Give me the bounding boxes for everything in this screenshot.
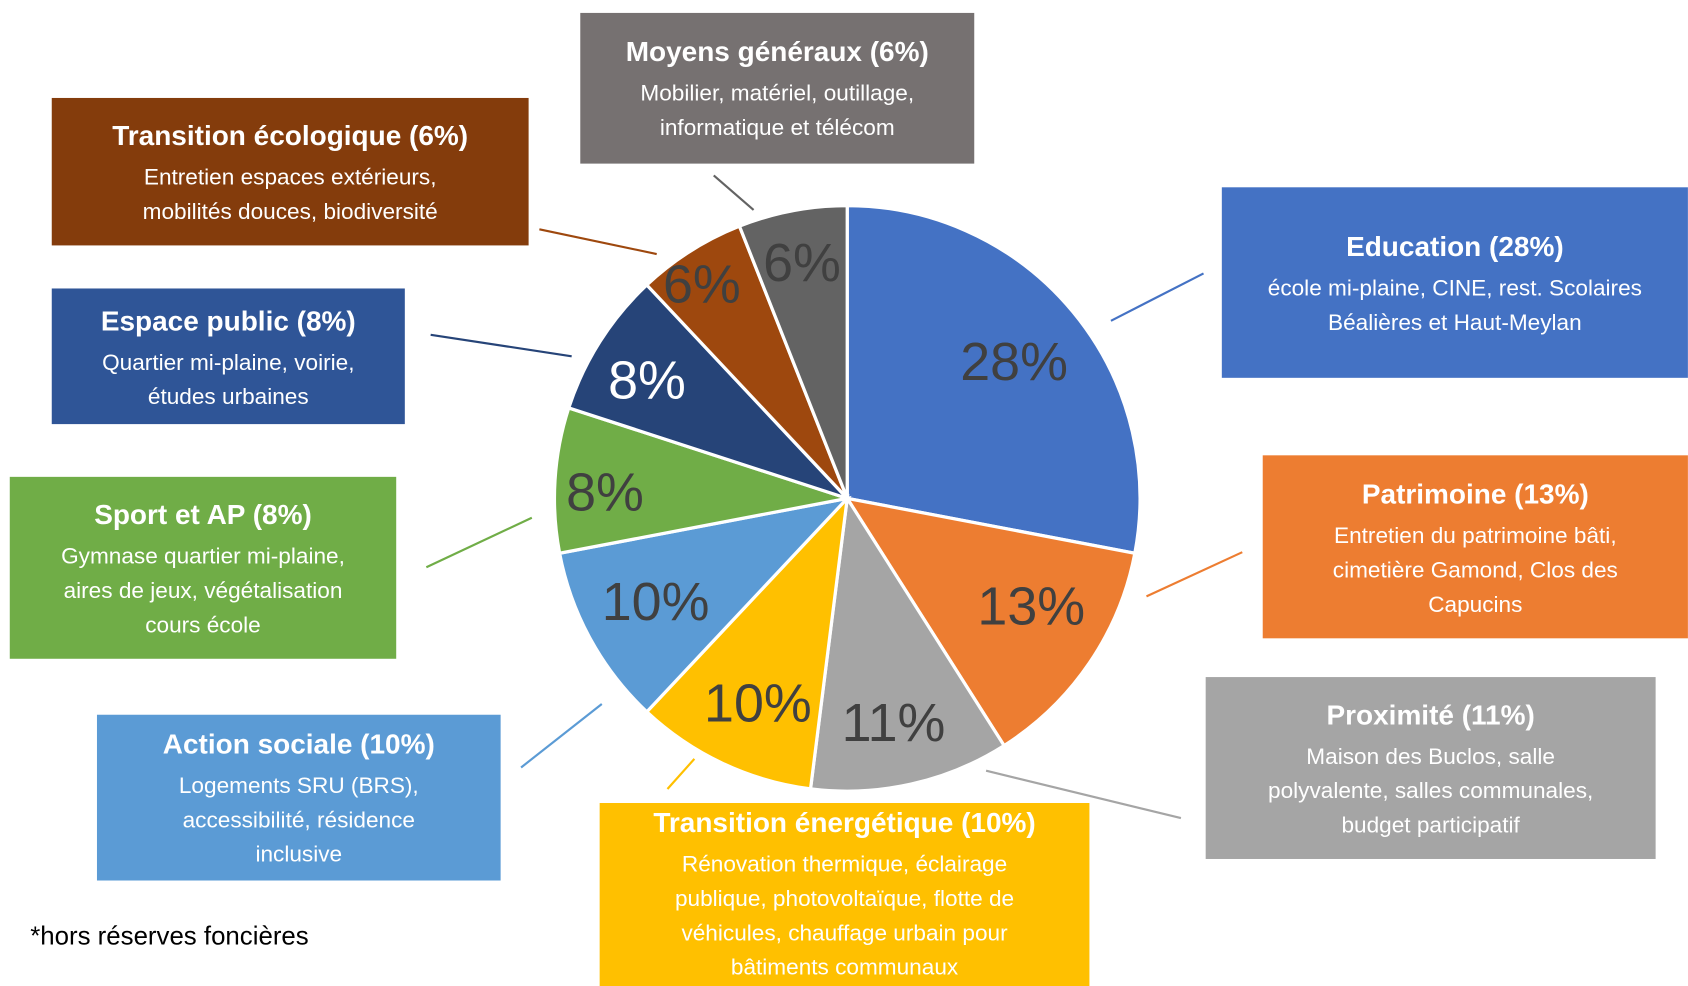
- callout-text: Maison des Buclos, salle: [1306, 744, 1555, 769]
- callout-text: véhicules, chauffage urbain pour: [681, 920, 1008, 945]
- pie-slice: [737, 203, 849, 499]
- callout-text: polyvalente, salles communales,: [1268, 778, 1593, 803]
- callout-text: Quartier mi-plaine, voirie,: [102, 350, 354, 375]
- callout-text: Gymnase quartier mi-plaine,: [61, 544, 345, 569]
- slice-label: 28%: [960, 332, 1068, 392]
- leader-line: [666, 758, 696, 790]
- callout-text: Logements SRU (BRS),: [179, 773, 419, 798]
- pie-slice: [845, 203, 1142, 556]
- callout-box: [599, 803, 1090, 986]
- slice-label: 10%: [602, 572, 710, 632]
- leader-line: [713, 174, 755, 211]
- callout-text: aires de jeux, végétalisation: [64, 578, 343, 603]
- leader-line: [520, 703, 603, 769]
- callout-text: Mobilier, matériel, outillage,: [640, 81, 914, 106]
- callout-box: [9, 476, 397, 659]
- callout-box: [1205, 677, 1656, 859]
- callout-text: école mi-plaine, CINE, rest. Scolaires: [1268, 276, 1642, 301]
- callout-title: Transition énergétique (10%): [653, 807, 1035, 838]
- pie-slice: [808, 493, 1007, 793]
- slice-label: 8%: [608, 351, 686, 411]
- callout-box: [51, 288, 405, 425]
- footnote: *hors réserves foncières: [30, 922, 308, 950]
- slice-label: 6%: [763, 233, 841, 293]
- slice-label: 13%: [977, 577, 1085, 637]
- callout-text: informatique et télécom: [660, 115, 895, 140]
- callout-text: Béalières et Haut-Meylan: [1328, 310, 1582, 335]
- callout-box: [96, 714, 501, 881]
- pie-slice: [552, 405, 848, 556]
- callout-title: Moyens généraux (6%): [626, 36, 929, 67]
- callout-text: Entretien espaces extérieurs,: [144, 165, 437, 190]
- slice-label: 6%: [663, 255, 741, 315]
- leader-line: [1146, 551, 1243, 598]
- callout-text: études urbaines: [148, 384, 309, 409]
- pie-slice: [566, 282, 849, 500]
- callout-box: [580, 12, 975, 164]
- pie-slice: [843, 496, 1137, 748]
- callout-text: Entretien du patrimoine bâti,: [1334, 523, 1617, 548]
- leader-line: [985, 769, 1182, 820]
- callout-title: Sport et AP (8%): [94, 499, 312, 530]
- pie-slice: [557, 495, 852, 715]
- callout-title: Education (28%): [1346, 231, 1564, 262]
- callout-text: cours école: [145, 612, 261, 637]
- callout-title: Transition écologique (6%): [112, 120, 468, 151]
- callout-title: Action sociale (10%): [163, 728, 435, 759]
- slice-label: 8%: [566, 462, 644, 522]
- callout-text: publique, photovoltaïque, flotte de: [675, 886, 1014, 911]
- slice-label: 10%: [704, 673, 812, 733]
- callout-text: budget participatif: [1341, 813, 1520, 838]
- callout-text: inclusive: [255, 842, 342, 867]
- callout-title: Patrimoine (13%): [1362, 479, 1589, 510]
- callout-text: cimetière Gamond, Clos des: [1333, 558, 1618, 583]
- callout-text: accessibilité, résidence: [183, 807, 415, 832]
- slice-label: 11%: [842, 693, 946, 753]
- leader-line: [425, 516, 533, 569]
- leader-line: [430, 333, 572, 358]
- callout-text: mobilités douces, biodiversité: [143, 199, 438, 224]
- pie-slice: [644, 493, 850, 791]
- callout-text: bâtiments communaux: [731, 955, 959, 980]
- leader-line: [539, 228, 657, 256]
- callout-box: [1221, 187, 1688, 378]
- callout-text: Rénovation thermique, éclairage: [682, 851, 1007, 876]
- callout-text: Capucins: [1428, 592, 1522, 617]
- callout-box: [1262, 455, 1688, 639]
- callout-title: Espace public (8%): [101, 305, 356, 336]
- callout-title: Proximité (11%): [1327, 699, 1535, 730]
- leader-line: [1110, 272, 1205, 322]
- callout-box: [51, 97, 529, 246]
